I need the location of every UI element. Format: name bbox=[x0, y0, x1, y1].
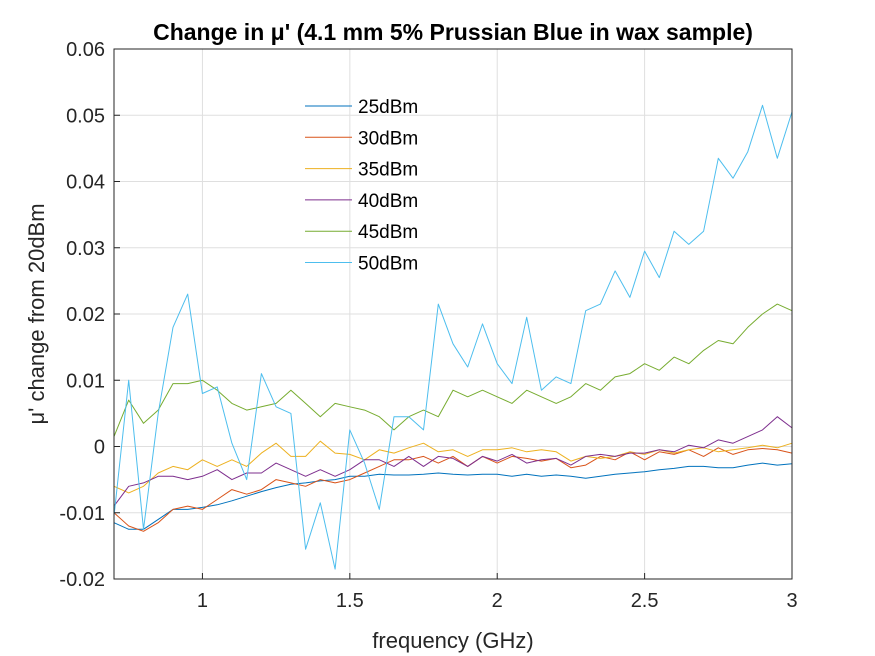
x-tick-label: 1 bbox=[197, 590, 208, 612]
x-axis-label: frequency (GHz) bbox=[372, 628, 533, 653]
x-tick-label: 3 bbox=[786, 590, 797, 612]
x-tick-label: 1.5 bbox=[336, 590, 364, 612]
y-axis-label: μ' change from 20dBm bbox=[24, 203, 49, 424]
y-tick-label: 0.03 bbox=[66, 238, 105, 260]
x-tick-label: 2.5 bbox=[631, 590, 659, 612]
legend: 25dBm 30dBm 35dBm 40dBm 45dBm 50dBm bbox=[305, 97, 418, 275]
chart-title: Change in μ' (4.1 mm 5% Prussian Blue in… bbox=[153, 19, 753, 45]
series-line-35dBm bbox=[113, 440, 793, 494]
x-tick-label: 2 bbox=[492, 590, 503, 612]
y-tick-label: 0 bbox=[94, 437, 105, 459]
series-line-45dBm bbox=[113, 303, 793, 437]
legend-label-35dBm: 35dBm bbox=[358, 160, 418, 181]
legend-label-40dBm: 40dBm bbox=[358, 191, 418, 212]
y-tick-label: 0.01 bbox=[66, 370, 105, 392]
series-lines bbox=[113, 104, 793, 570]
legend-label-25dBm: 25dBm bbox=[358, 97, 418, 118]
axis-ticks: 1 1.5 2 2.5 3 -0.02 -0.01 0 0.01 0.02 0.03 0.04 0.05… bbox=[59, 39, 797, 612]
series-line-25dBm bbox=[113, 462, 793, 530]
legend-label-45dBm: 45dBm bbox=[358, 222, 418, 243]
y-tick-label: 0.06 bbox=[66, 39, 105, 61]
y-tick-label: -0.02 bbox=[59, 569, 105, 591]
y-tick-label: 0.04 bbox=[66, 172, 105, 194]
y-tick-label: -0.01 bbox=[59, 503, 105, 525]
y-tick-label: 0.05 bbox=[66, 105, 105, 127]
series-line-50dBm bbox=[113, 104, 793, 570]
series-line-40dBm bbox=[113, 416, 793, 507]
y-tick-label: 0.02 bbox=[66, 304, 105, 326]
series-line-30dBm bbox=[113, 447, 793, 532]
legend-label-30dBm: 30dBm bbox=[358, 128, 418, 149]
legend-label-50dBm: 50dBm bbox=[358, 254, 418, 275]
